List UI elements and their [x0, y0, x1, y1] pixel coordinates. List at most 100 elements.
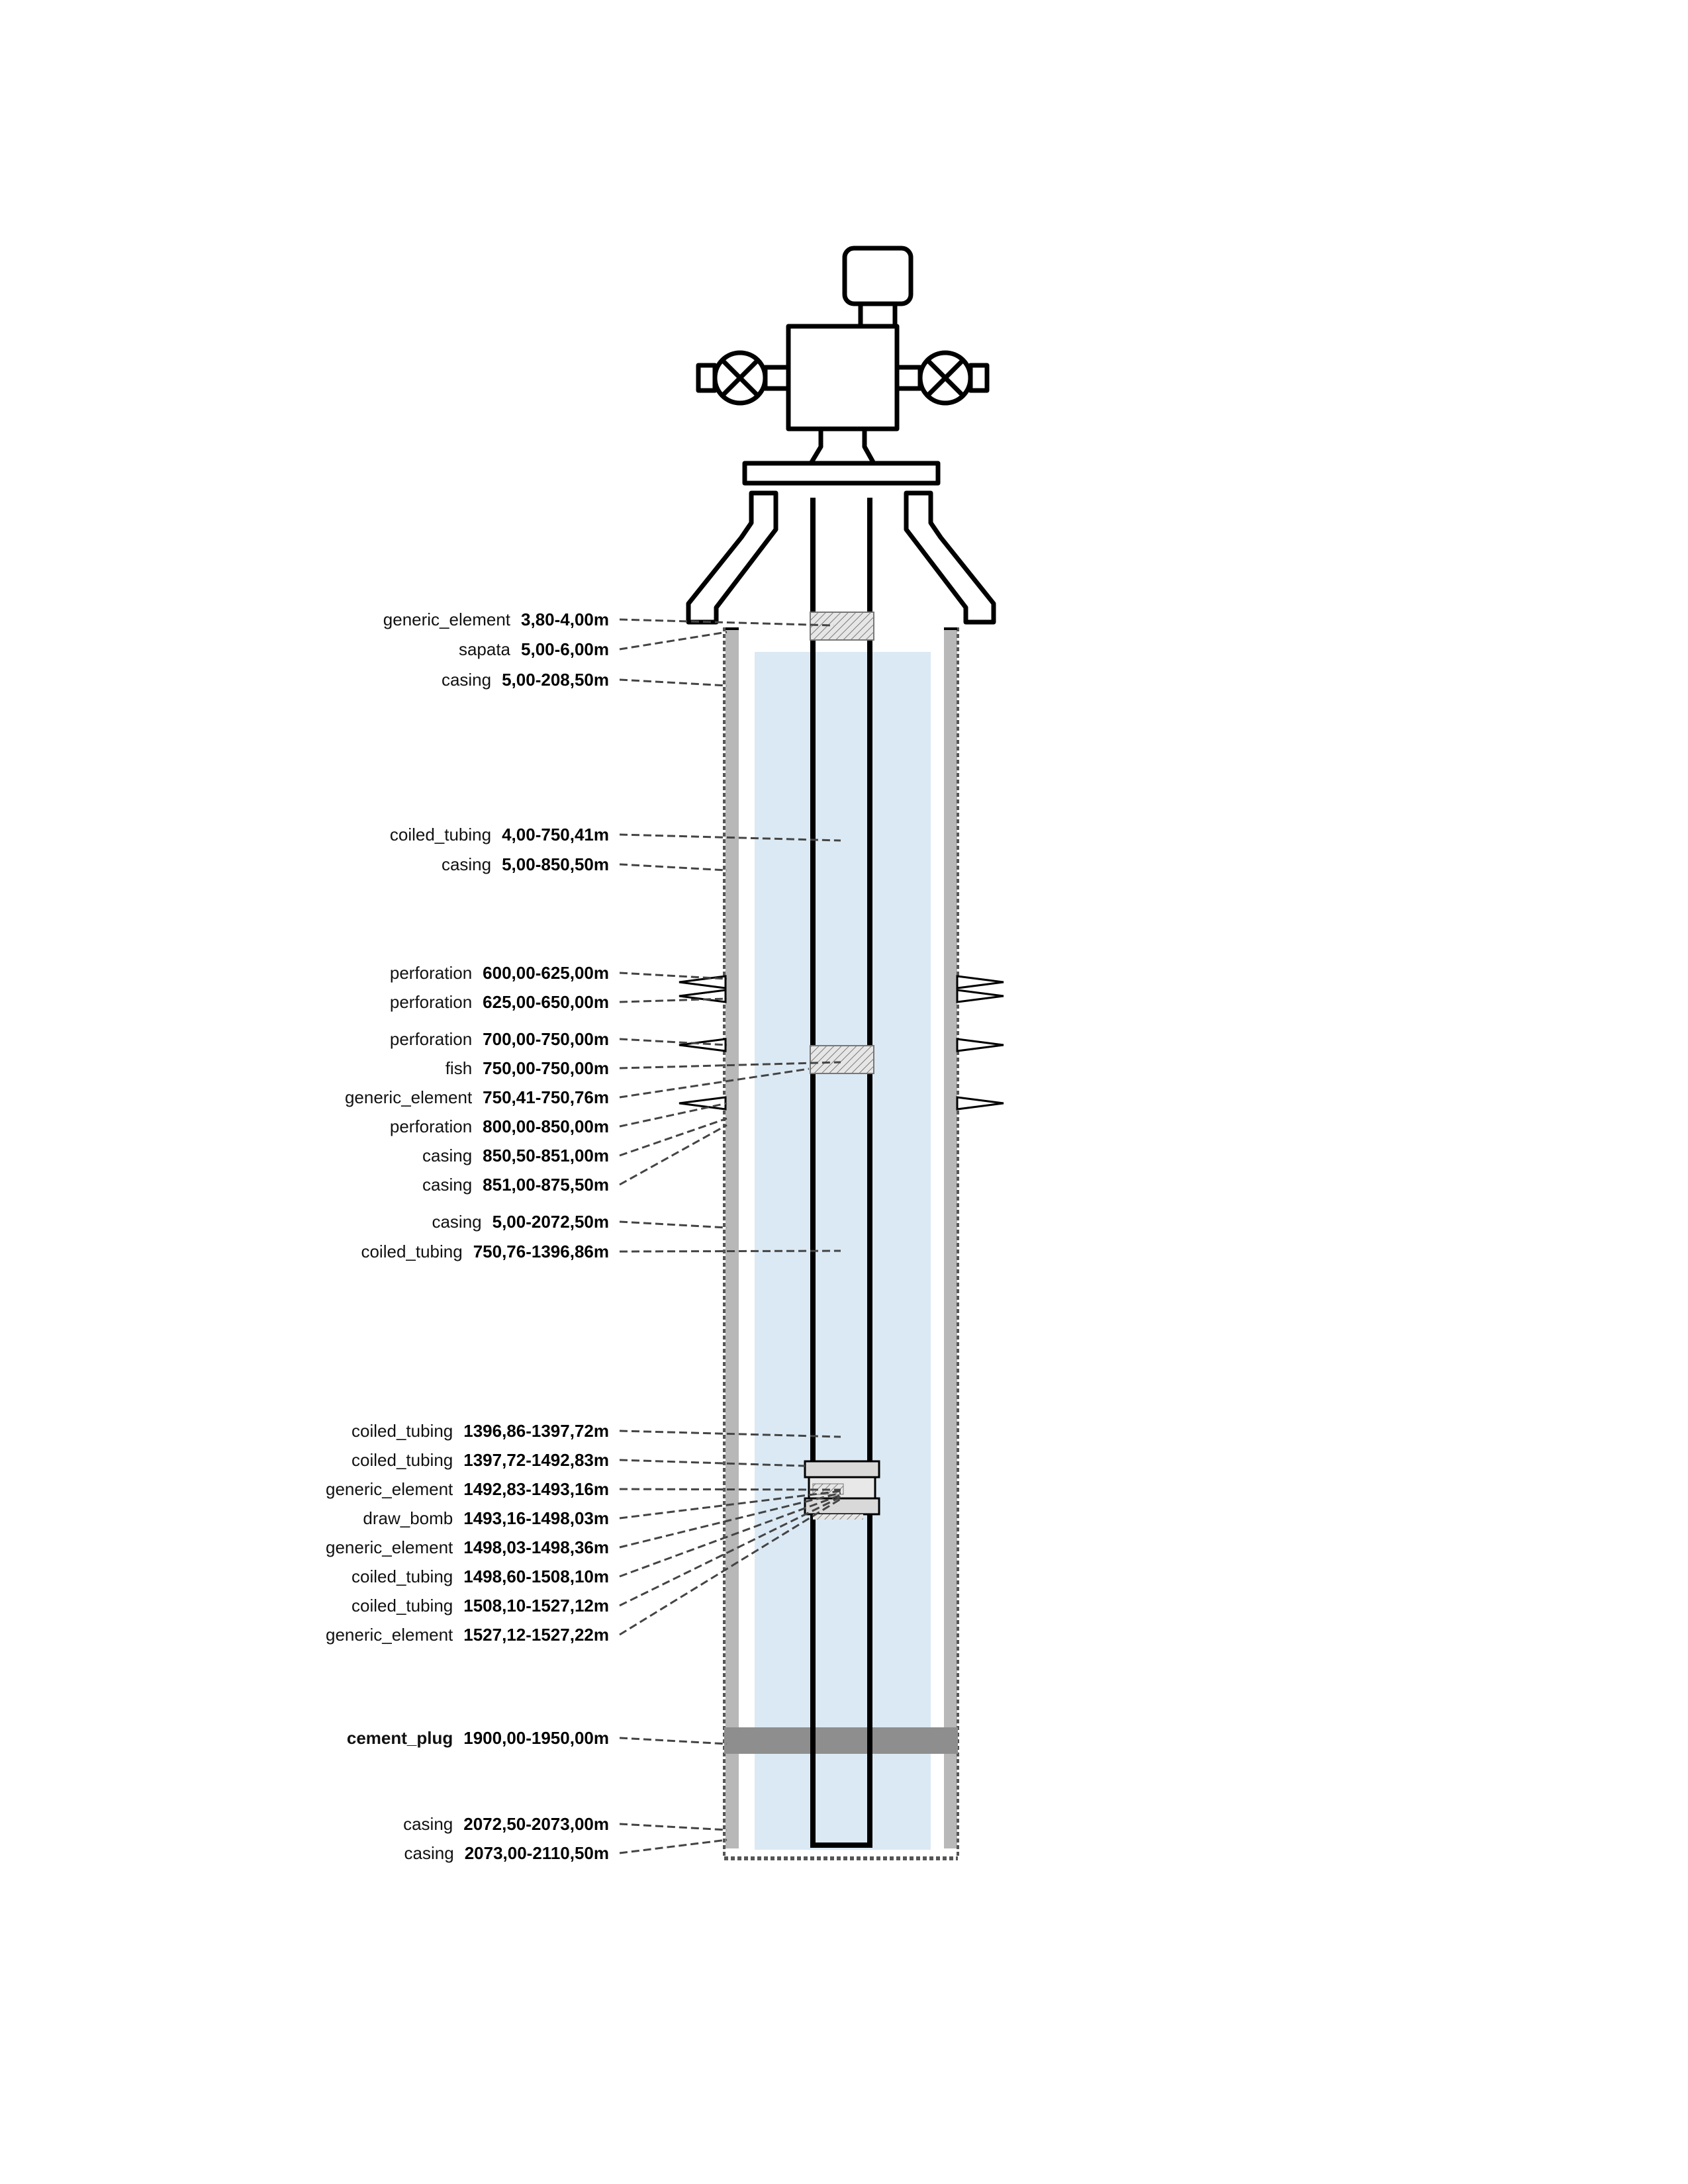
fluid-column [755, 652, 931, 1850]
wellbore [723, 498, 959, 1860]
right-wing-stub [894, 365, 923, 391]
annotations: 3,80-4,00m generic_element 5,00-6,00m sapat… [326, 610, 841, 1863]
label-name: generic_element [326, 1537, 453, 1557]
label-depth: 5,00-208,50m [502, 670, 609, 690]
label-name: coiled_tubing [361, 1242, 462, 1261]
label-name: casing [404, 1843, 454, 1863]
tool-sleeve [804, 1497, 880, 1516]
coiled-tubing [810, 498, 872, 1848]
gate-valve-icon [712, 350, 768, 406]
tree-cap [842, 246, 914, 306]
leader-line [619, 631, 727, 651]
leader-line [619, 863, 727, 872]
label-name: casing [432, 1212, 481, 1232]
perforations [679, 975, 1004, 1111]
leader-line [619, 1737, 727, 1745]
label-name: perforation [390, 992, 472, 1012]
perforation-mark [679, 975, 727, 989]
leader-line [619, 1496, 841, 1607]
label-depth: 1498,60-1508,10m [463, 1567, 609, 1586]
label-depth: 625,00-650,00m [483, 992, 609, 1012]
label-depth: 1498,03-1498,36m [463, 1537, 609, 1557]
label-depth: 750,00-750,00m [483, 1058, 609, 1078]
label-name: fish [445, 1058, 472, 1078]
label-name: casing [403, 1814, 453, 1834]
generic-element-block [813, 1514, 863, 1520]
label-name: casing [442, 854, 491, 874]
label-name: sapata [459, 639, 511, 659]
tree-neck [808, 426, 876, 466]
wellhead-christmas-tree-icon [686, 246, 996, 625]
label-depth: 850,50-851,00m [483, 1146, 609, 1165]
casing-wall-left [726, 627, 739, 1848]
downhole-elements [804, 612, 880, 1520]
label-depth: 5,00-850,50m [502, 854, 609, 874]
label-name: cement_plug [347, 1728, 453, 1748]
label-depth: 5,00-2072,50m [492, 1212, 609, 1232]
leader-line [619, 1220, 727, 1229]
label-depth: 750,41-750,76m [483, 1087, 609, 1107]
label-name: perforation [390, 1029, 472, 1049]
left-wing-flange [696, 363, 718, 393]
tree-body [786, 324, 900, 432]
tubing-hanger-flange [742, 461, 941, 486]
generic-element-block [810, 1045, 874, 1074]
label-depth: 2072,50-2073,00m [463, 1814, 609, 1834]
perforation-mark [679, 989, 727, 1003]
label-name: casing [422, 1146, 472, 1165]
label-depth: 750,76-1396,86m [473, 1242, 609, 1261]
leader-line [619, 1102, 727, 1128]
leader-line [619, 1117, 727, 1157]
label-depth: 3,80-4,00m [521, 610, 609, 629]
cap-stem [858, 301, 898, 329]
leader-line [619, 618, 835, 627]
label-name: casing [442, 670, 491, 690]
label-name: coiled_tubing [352, 1421, 453, 1441]
label-depth: 1397,72-1492,83m [463, 1450, 609, 1470]
right-wing-flange [968, 363, 990, 393]
label-name: perforation [390, 1116, 472, 1136]
leader-line [619, 1038, 727, 1046]
perforation-mark [956, 1096, 1004, 1111]
label-name: draw_bomb [363, 1508, 453, 1528]
gate-valve-icon [917, 350, 973, 406]
label-depth: 700,00-750,00m [483, 1029, 609, 1049]
leader-line [619, 1488, 841, 1491]
label-depth: 1900,00-1950,00m [463, 1728, 609, 1748]
label-name: generic_element [383, 610, 511, 629]
right-hanger-arm [904, 490, 996, 625]
label-depth: 2073,00-2110,50m [465, 1843, 609, 1863]
leader-line [619, 972, 727, 980]
label-name: generic_element [326, 1479, 453, 1499]
perforation-mark [679, 1096, 727, 1111]
left-hanger-arm [686, 490, 778, 625]
leader-line [619, 1459, 806, 1467]
label-depth: 1492,83-1493,16m [463, 1479, 609, 1499]
casing-wall-right [944, 627, 957, 1848]
perforation-mark [679, 1038, 727, 1052]
leader-line [619, 833, 841, 842]
leader-line [619, 1124, 727, 1186]
label-name: casing [422, 1175, 472, 1195]
perforation-mark [956, 1038, 1004, 1052]
leader-line [619, 1823, 727, 1831]
leader-line [619, 1492, 841, 1549]
label-name: coiled_tubing [352, 1450, 453, 1470]
leader-line [619, 1068, 810, 1099]
label-name: coiled_tubing [352, 1596, 453, 1615]
leader-line [619, 1061, 841, 1069]
label-depth: 800,00-850,00m [483, 1116, 609, 1136]
label-depth: 1508,10-1527,12m [463, 1596, 609, 1615]
leader-line [619, 1839, 727, 1854]
leader-line [619, 1490, 841, 1520]
leader-line [619, 1430, 841, 1438]
leader-line [619, 1498, 841, 1636]
label-depth: 4,00-750,41m [502, 825, 609, 844]
perforation-mark [956, 975, 1004, 989]
label-name: coiled_tubing [352, 1567, 453, 1586]
label-name: coiled_tubing [390, 825, 491, 844]
cement-plug [724, 1727, 958, 1754]
label-name: generic_element [326, 1625, 453, 1645]
leader-line [619, 1494, 841, 1578]
